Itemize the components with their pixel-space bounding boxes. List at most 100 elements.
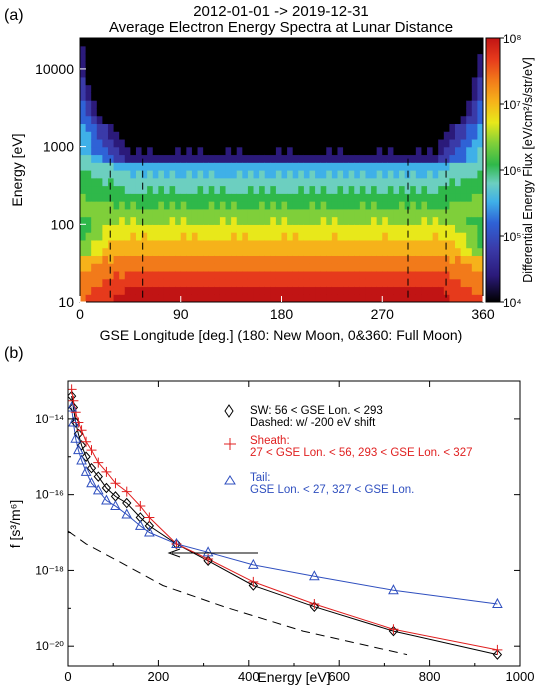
data-point-sheath	[135, 501, 146, 512]
heatmap-cell	[471, 224, 479, 233]
heatmap-cell	[247, 270, 255, 280]
heatmap-cell	[415, 247, 423, 257]
heatmap-cell	[96, 61, 103, 70]
heatmap-cell	[449, 263, 456, 272]
heatmap-cell	[460, 138, 467, 148]
heatmap-cell	[303, 201, 311, 210]
heatmap-cell	[253, 224, 260, 233]
heatmap-cell	[382, 232, 389, 241]
heatmap-cell	[270, 92, 277, 101]
heatmap-cell	[180, 69, 187, 78]
heatmap-cell	[264, 69, 271, 78]
heatmap-cell	[203, 92, 210, 101]
heatmap-cell	[186, 92, 193, 101]
heatmap-cell	[354, 92, 361, 101]
heatmap-cell	[119, 278, 126, 288]
heatmap-cell	[303, 294, 311, 302]
heatmap-cell	[85, 247, 92, 257]
heatmap-cell	[169, 170, 176, 179]
heatmap-cell	[124, 170, 131, 179]
heatmap-cell	[281, 224, 288, 233]
heatmap-cell	[219, 216, 227, 225]
heatmap-cell	[135, 208, 143, 218]
heatmap-cell	[124, 270, 131, 280]
data-point-sw	[86, 462, 97, 474]
heatmap-cell	[147, 154, 154, 163]
heatmap-cell	[158, 193, 165, 202]
heatmap-cell	[376, 162, 383, 171]
heatmap-cell	[270, 185, 277, 194]
heatmap-cell	[343, 123, 350, 132]
heatmap-cell	[427, 224, 434, 233]
heatmap-cell	[309, 208, 316, 218]
heatmap-cell	[124, 107, 131, 117]
heatmap-cell	[471, 61, 479, 70]
heatmap-cell	[259, 146, 266, 156]
heatmap-cell	[253, 201, 260, 210]
heatmap-cell	[214, 115, 221, 125]
heatmap-cell	[359, 76, 367, 86]
heatmap-cell	[247, 170, 255, 179]
heatmap-cell	[113, 255, 120, 264]
heatmap-cell	[163, 162, 171, 171]
heatmap-cell	[270, 107, 277, 117]
heatmap-cell	[175, 185, 182, 194]
heatmap-cell	[169, 201, 176, 210]
heatmap-cell	[214, 286, 221, 295]
heatmap-cell	[404, 38, 411, 47]
heatmap-cell	[102, 201, 109, 210]
heatmap-cell	[348, 162, 355, 171]
heatmap-cell	[197, 146, 204, 156]
data-point-sw	[144, 520, 155, 532]
heatmap-cell	[315, 255, 322, 264]
heatmap-cell	[449, 84, 456, 93]
heatmap-cell	[371, 193, 378, 202]
heatmap-cell	[343, 216, 350, 225]
heatmap-cell	[264, 45, 271, 55]
heatmap-cell	[264, 239, 271, 249]
heatmap-cell	[371, 76, 378, 86]
heatmap-cell	[471, 146, 479, 156]
heatmap-cell	[91, 294, 98, 302]
heatmap-cell	[275, 278, 283, 288]
heatmap-cell	[387, 138, 395, 148]
heatmap-cell	[281, 61, 288, 70]
heatmap-cell	[449, 278, 456, 288]
heatmap-cell	[320, 247, 327, 257]
heatmap-cell	[432, 185, 439, 194]
heatmap-cell	[180, 294, 187, 302]
heatmap-cell	[225, 38, 232, 47]
heatmap-cell	[331, 53, 339, 62]
heatmap-cell	[208, 263, 215, 272]
heatmap-cell	[415, 177, 423, 187]
heatmap-cell	[147, 92, 154, 101]
heatmap-cell	[91, 61, 98, 70]
heatmap-cell	[242, 154, 249, 163]
heatmap-cell	[175, 53, 182, 62]
heatmap-cell	[382, 224, 389, 233]
heatmap-cell	[315, 170, 322, 179]
heatmap-cell	[471, 76, 479, 86]
heatmap-cell	[141, 208, 148, 218]
heatmap-cell	[337, 123, 344, 132]
heatmap-cell	[320, 216, 327, 225]
heatmap-cell	[393, 107, 400, 117]
heatmap-cell	[471, 201, 479, 210]
heatmap-cell	[259, 224, 266, 233]
heatmap-cell	[197, 201, 204, 210]
heatmap-cell	[331, 224, 339, 233]
heatmap-cell	[432, 138, 439, 148]
heatmap-cell	[253, 247, 260, 257]
heatmap-cell	[287, 255, 294, 264]
heatmap-cell	[460, 185, 467, 194]
heatmap-cell	[466, 201, 473, 210]
heatmap-cell	[197, 247, 204, 257]
heatmap-cell	[331, 131, 339, 140]
heatmap-cell	[382, 263, 389, 272]
heatmap-cell	[404, 53, 411, 62]
heatmap-cell	[365, 92, 372, 101]
heatmap-cell	[253, 107, 260, 117]
heatmap-cell	[259, 76, 266, 86]
heatmap-cell	[404, 61, 411, 70]
heatmap-cell	[460, 38, 467, 47]
